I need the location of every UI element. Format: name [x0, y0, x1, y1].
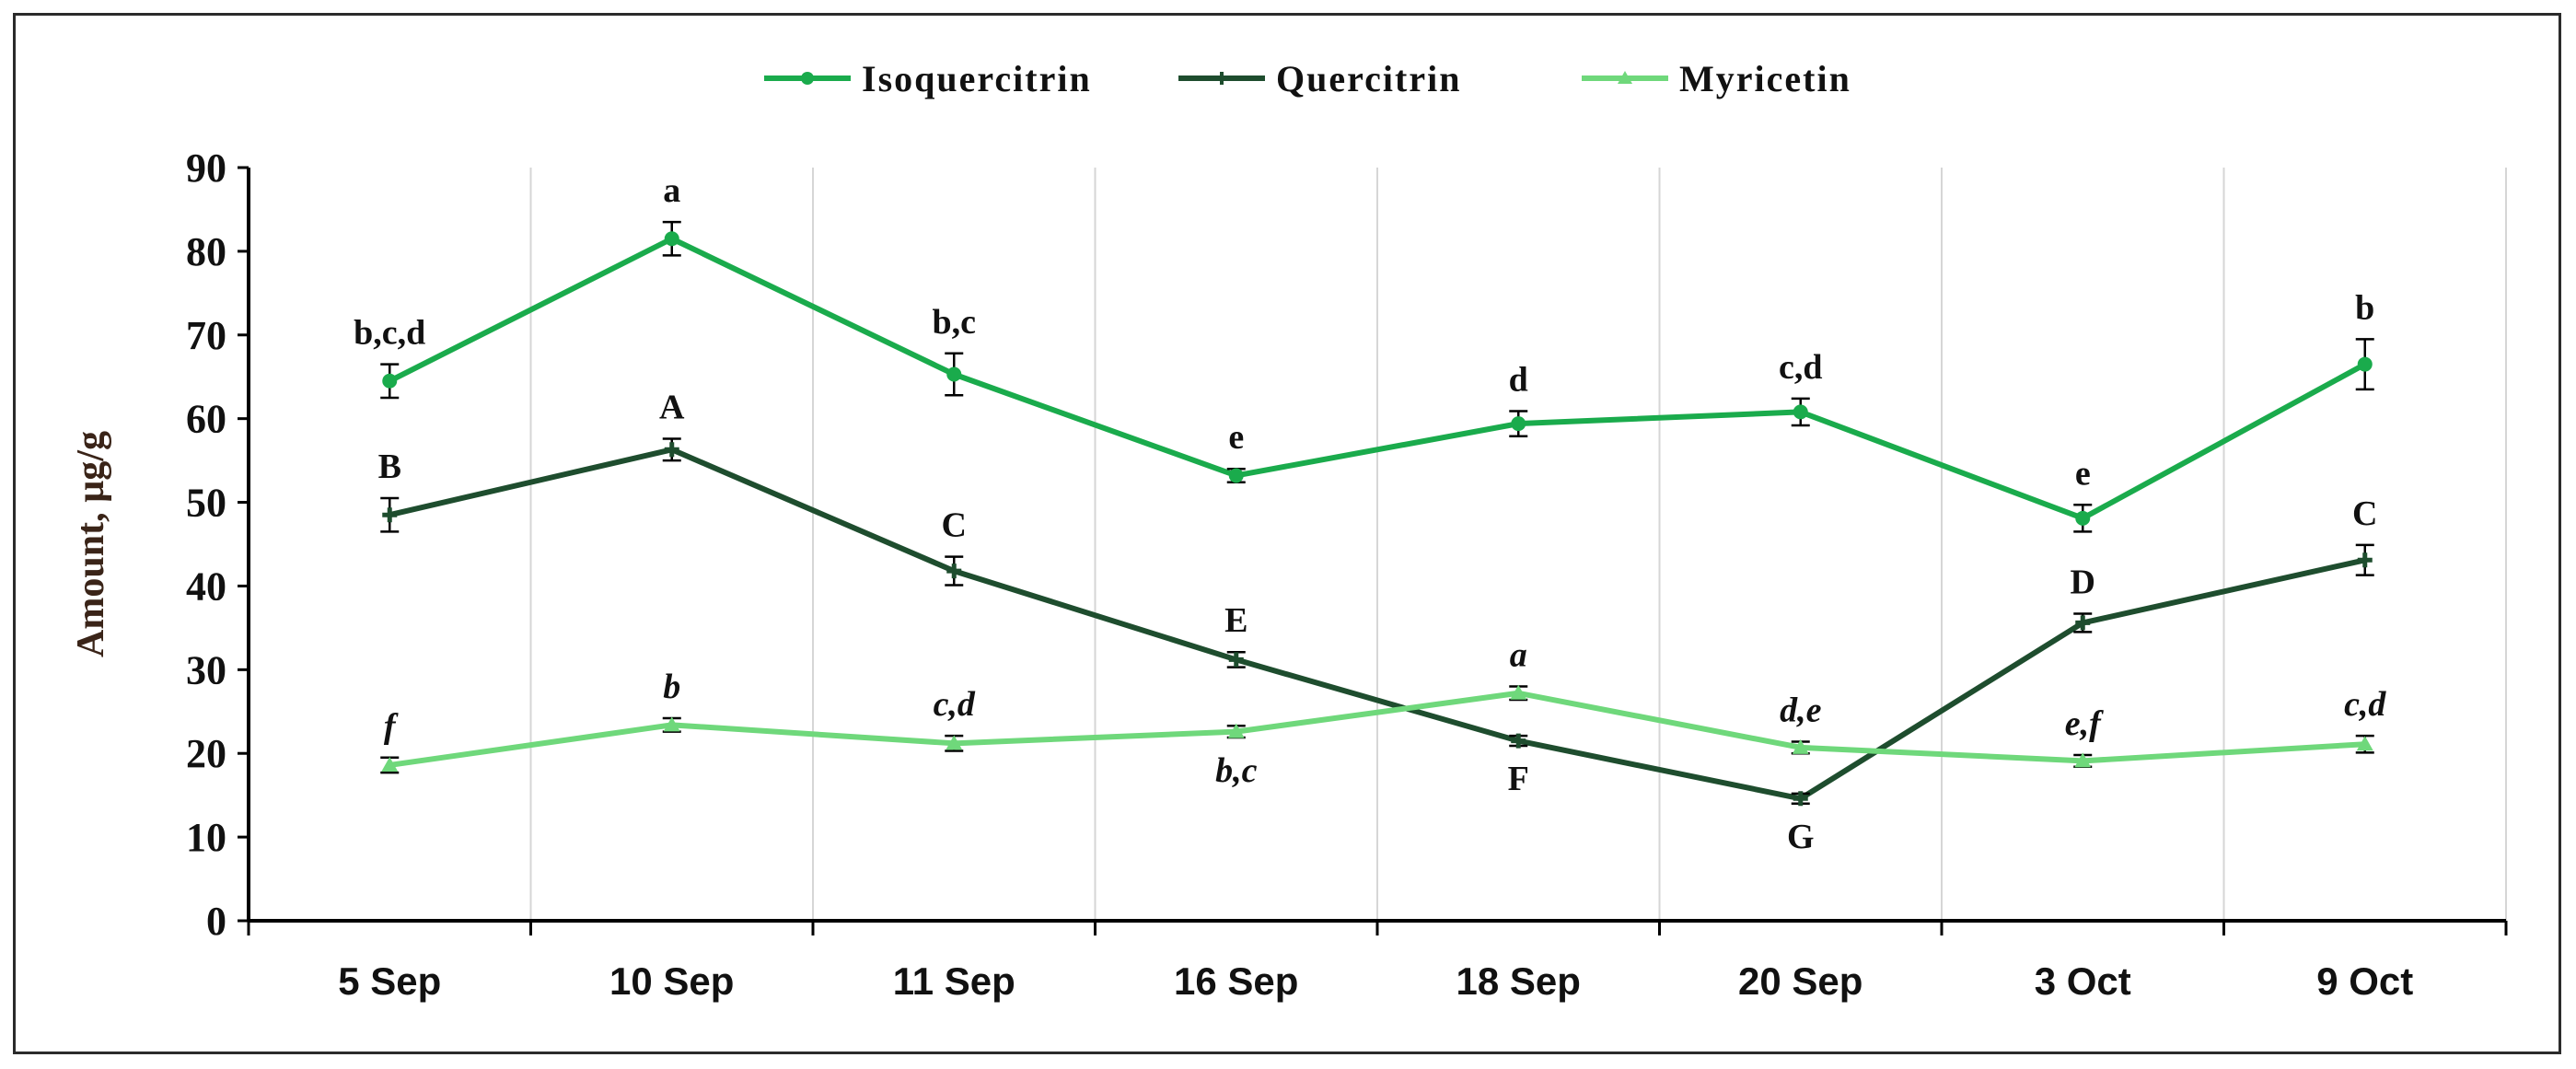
data-label: b	[663, 668, 680, 706]
data-label: d	[1509, 360, 1528, 399]
data-point	[2357, 356, 2373, 372]
legend: Isoquercitrin Quercitrin Myricetin	[764, 58, 1851, 99]
y-tick-label: 0	[206, 899, 226, 944]
data-label: A	[659, 388, 685, 426]
data-label: D	[2071, 563, 2095, 601]
series	[380, 220, 2374, 807]
y-tick-label: 20	[186, 731, 226, 776]
x-ticks: 5 Sep 10 Sep 11 Sep 16 Sep 18 Sep 20 Sep 3 Oct…	[247, 921, 2508, 1003]
data-point	[1228, 652, 1244, 668]
y-tick-label: 10	[186, 815, 226, 860]
data-label: c,d	[934, 685, 976, 724]
legend-label: Myricetin	[1679, 58, 1851, 99]
data-point	[2357, 552, 2373, 568]
legend-label: Quercitrin	[1276, 58, 1461, 99]
x-tick-label: 18 Sep	[1456, 959, 1581, 1003]
data-point	[2356, 736, 2373, 751]
data-point	[946, 564, 962, 579]
legend-item-quercitrin: Quercitrin	[1178, 58, 1461, 99]
data-label: e	[1228, 418, 1244, 457]
data-label: C	[942, 506, 967, 545]
data-point	[1511, 416, 1526, 432]
data-label: B	[378, 447, 401, 486]
series-quercitrin	[380, 437, 2374, 807]
data-label: a	[663, 171, 680, 210]
y-tick-label: 50	[186, 481, 226, 526]
data-label: b,c,d	[354, 314, 425, 353]
chart-frame	[13, 13, 2561, 1054]
series-isoquercitrin	[380, 220, 2374, 533]
data-point	[2075, 615, 2091, 631]
data-label: b,c	[1215, 751, 1258, 790]
x-tick-label: 5 Sep	[338, 959, 441, 1003]
data-point	[382, 373, 398, 389]
y-ticks: 0 10 20 30 40 50 60 70 80 90	[186, 145, 249, 944]
significance-letters: b,c,d a b,c e d c,d e b B A C E F G D Cf b c,d b,c a d,e e,f c…	[354, 171, 2386, 856]
x-tick-label: 11 Sep	[893, 959, 1015, 1003]
x-tick-label: 3 Oct	[2035, 959, 2131, 1003]
data-label: d,e	[1780, 691, 1822, 729]
x-tick-label: 16 Sep	[1174, 959, 1298, 1003]
data-point	[1792, 738, 1809, 754]
data-point	[1793, 404, 1808, 420]
series-line	[389, 447, 2366, 802]
data-point	[1227, 723, 1245, 738]
data-point	[1511, 733, 1526, 749]
y-axis-label: Amount, µg/g	[70, 431, 112, 657]
data-label: G	[1787, 818, 1815, 856]
data-point	[2075, 510, 2091, 526]
y-tick-label: 40	[186, 564, 226, 609]
y-tick-label: 60	[186, 397, 226, 442]
data-point	[381, 756, 399, 772]
vertical-gridlines	[529, 168, 2507, 921]
data-label: b,c	[933, 303, 977, 342]
legend-label: Isoquercitrin	[862, 58, 1092, 99]
data-label: E	[1224, 601, 1247, 640]
legend-item-myricetin: Myricetin	[1582, 58, 1851, 99]
data-point	[2074, 752, 2092, 768]
legend-marker	[1215, 72, 1228, 85]
data-point	[664, 231, 679, 247]
x-tick-label: 9 Oct	[2316, 959, 2413, 1003]
y-tick-label: 90	[186, 145, 226, 191]
data-label: e	[2075, 454, 2091, 493]
data-point	[1228, 468, 1244, 483]
series-myricetin	[380, 684, 2374, 774]
data-point	[663, 716, 680, 732]
data-point	[946, 366, 962, 382]
data-label: e,f	[2065, 704, 2104, 743]
y-tick-label: 70	[186, 313, 226, 358]
legend-item-isoquercitrin: Isoquercitrin	[764, 58, 1092, 99]
data-label: F	[1508, 760, 1529, 798]
y-tick-label: 80	[186, 229, 226, 274]
data-point	[1793, 791, 1808, 807]
data-label: f	[384, 707, 399, 746]
data-label: C	[2352, 494, 2377, 533]
legend-marker	[1618, 71, 1632, 84]
series-line	[389, 690, 2365, 768]
data-label: c,d	[1779, 348, 1823, 387]
data-point	[664, 442, 679, 458]
legend-marker	[801, 72, 814, 85]
series-line	[388, 236, 2367, 521]
x-tick-label: 10 Sep	[609, 959, 734, 1003]
data-point	[1510, 684, 1527, 700]
data-point	[946, 735, 963, 750]
x-tick-label: 20 Sep	[1738, 959, 1862, 1003]
data-label: b	[2355, 288, 2374, 327]
y-tick-label: 30	[186, 647, 226, 692]
data-label: c,d	[2344, 685, 2386, 724]
data-label: a	[1510, 636, 1527, 675]
data-point	[382, 507, 398, 523]
